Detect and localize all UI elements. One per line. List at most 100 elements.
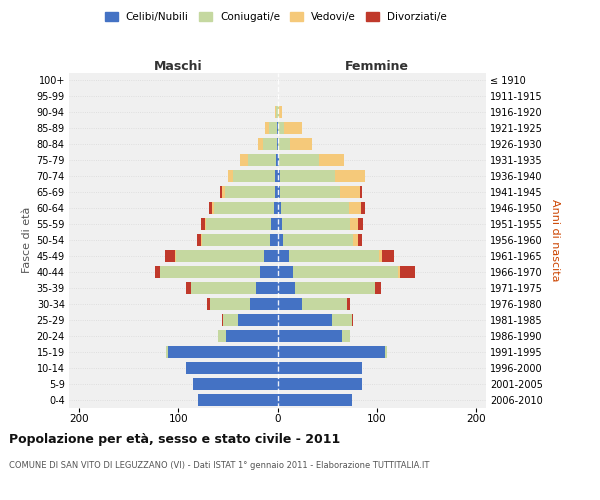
- Bar: [256, 282, 277, 294]
- Bar: [277, 298, 302, 310]
- Bar: [269, 122, 277, 134]
- Bar: [280, 106, 283, 118]
- Bar: [283, 218, 350, 230]
- Bar: [385, 346, 387, 358]
- Bar: [218, 330, 226, 342]
- Bar: [347, 298, 350, 310]
- Bar: [175, 250, 176, 262]
- Bar: [349, 202, 361, 214]
- Bar: [275, 154, 277, 166]
- Bar: [360, 186, 362, 198]
- Bar: [166, 250, 175, 262]
- Bar: [238, 314, 277, 326]
- Bar: [284, 122, 302, 134]
- Bar: [209, 202, 212, 214]
- Bar: [289, 250, 379, 262]
- Bar: [193, 378, 277, 390]
- Bar: [379, 250, 382, 262]
- Bar: [277, 250, 289, 262]
- Bar: [275, 106, 277, 118]
- Bar: [332, 314, 352, 326]
- Bar: [342, 330, 350, 342]
- Bar: [353, 234, 358, 246]
- Bar: [275, 186, 277, 198]
- Bar: [226, 330, 277, 342]
- Bar: [186, 282, 191, 294]
- Bar: [295, 282, 375, 294]
- Bar: [277, 122, 278, 134]
- Bar: [277, 138, 278, 150]
- Bar: [206, 218, 271, 230]
- Bar: [350, 218, 358, 230]
- Bar: [186, 362, 277, 374]
- Bar: [277, 346, 385, 358]
- Bar: [400, 266, 415, 278]
- Bar: [263, 138, 277, 150]
- Y-axis label: Anni di nascita: Anni di nascita: [550, 198, 560, 281]
- Bar: [277, 266, 293, 278]
- Bar: [168, 346, 277, 358]
- Bar: [233, 170, 275, 182]
- Text: Popolazione per età, sesso e stato civile - 2011: Popolazione per età, sesso e stato civil…: [9, 432, 340, 446]
- Bar: [358, 218, 363, 230]
- Bar: [207, 298, 210, 310]
- Bar: [277, 186, 280, 198]
- Text: Maschi: Maschi: [154, 60, 203, 72]
- Bar: [361, 202, 365, 214]
- Bar: [248, 154, 275, 166]
- Bar: [269, 234, 277, 246]
- Bar: [222, 314, 223, 326]
- Bar: [260, 266, 277, 278]
- Bar: [214, 202, 274, 214]
- Bar: [280, 186, 340, 198]
- Bar: [277, 378, 362, 390]
- Bar: [283, 234, 353, 246]
- Bar: [280, 154, 319, 166]
- Bar: [176, 250, 263, 262]
- Bar: [223, 314, 238, 326]
- Bar: [197, 234, 201, 246]
- Bar: [277, 106, 280, 118]
- Bar: [352, 314, 353, 326]
- Bar: [293, 266, 398, 278]
- Bar: [271, 218, 277, 230]
- Bar: [302, 298, 347, 310]
- Bar: [398, 266, 400, 278]
- Bar: [160, 266, 260, 278]
- Text: COMUNE DI SAN VITO DI LEGUZZANO (VI) - Dati ISTAT 1° gennaio 2011 - Elaborazione: COMUNE DI SAN VITO DI LEGUZZANO (VI) - D…: [9, 461, 430, 470]
- Text: Femmine: Femmine: [345, 60, 409, 72]
- Bar: [277, 154, 280, 166]
- Bar: [191, 282, 256, 294]
- Bar: [277, 170, 280, 182]
- Bar: [358, 234, 362, 246]
- Bar: [277, 202, 281, 214]
- Bar: [281, 202, 349, 214]
- Bar: [274, 202, 277, 214]
- Bar: [278, 138, 290, 150]
- Bar: [319, 154, 344, 166]
- Bar: [277, 234, 283, 246]
- Bar: [382, 250, 394, 262]
- Bar: [225, 186, 275, 198]
- Bar: [263, 250, 277, 262]
- Bar: [240, 154, 248, 166]
- Bar: [277, 330, 342, 342]
- Bar: [340, 186, 360, 198]
- Bar: [277, 314, 332, 326]
- Bar: [166, 346, 168, 358]
- Bar: [265, 122, 269, 134]
- Bar: [198, 394, 277, 406]
- Bar: [375, 282, 381, 294]
- Bar: [277, 394, 352, 406]
- Bar: [278, 122, 284, 134]
- Bar: [277, 218, 283, 230]
- Y-axis label: Fasce di età: Fasce di età: [22, 207, 32, 273]
- Bar: [277, 282, 295, 294]
- Bar: [290, 138, 312, 150]
- Bar: [155, 266, 160, 278]
- Bar: [277, 362, 362, 374]
- Bar: [212, 202, 214, 214]
- Bar: [257, 138, 263, 150]
- Bar: [201, 218, 205, 230]
- Bar: [228, 170, 233, 182]
